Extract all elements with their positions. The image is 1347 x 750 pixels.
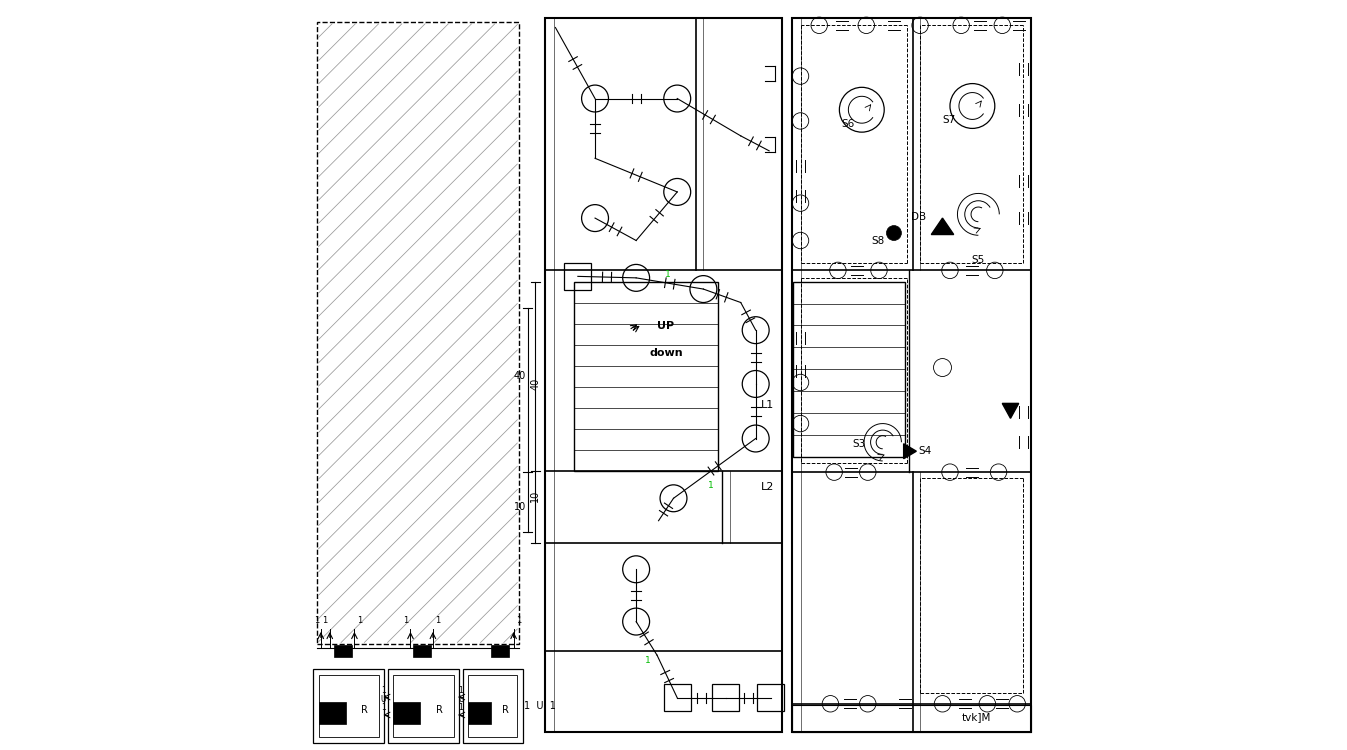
Text: S4: S4 — [919, 446, 932, 456]
Text: 1: 1 — [709, 481, 714, 490]
Polygon shape — [1002, 404, 1018, 418]
Text: 1: 1 — [458, 686, 463, 695]
Text: 1: 1 — [403, 616, 408, 626]
Text: UP: UP — [657, 322, 675, 332]
Text: R: R — [361, 705, 368, 715]
Text: 10: 10 — [515, 502, 527, 512]
Text: U: U — [380, 695, 387, 704]
Bar — [412, 645, 431, 657]
Bar — [393, 675, 454, 737]
Text: 40: 40 — [531, 378, 540, 390]
Bar — [564, 263, 591, 290]
Bar — [388, 670, 459, 742]
Circle shape — [886, 226, 901, 241]
Bar — [463, 670, 523, 742]
Text: 1: 1 — [381, 686, 385, 695]
Text: U: U — [458, 695, 463, 704]
Bar — [792, 704, 1030, 732]
Bar — [757, 684, 784, 711]
Text: R: R — [435, 705, 443, 715]
Bar — [664, 684, 691, 711]
Text: 1: 1 — [516, 616, 521, 626]
Bar — [467, 675, 517, 737]
Bar — [314, 670, 384, 742]
Text: S7: S7 — [943, 115, 956, 125]
Bar — [546, 18, 781, 732]
Text: 1: 1 — [322, 616, 327, 626]
Bar — [393, 701, 420, 724]
Text: 1: 1 — [314, 616, 319, 626]
Text: 1: 1 — [458, 703, 463, 712]
Text: tvk]M: tvk]M — [962, 712, 991, 722]
Polygon shape — [904, 444, 916, 459]
Bar — [574, 281, 718, 471]
Text: DB: DB — [911, 211, 925, 222]
Bar — [792, 18, 1030, 732]
Bar — [492, 645, 509, 657]
Bar — [467, 701, 490, 724]
Text: 40: 40 — [515, 371, 527, 381]
Text: 1: 1 — [644, 656, 651, 665]
Text: down: down — [649, 347, 683, 358]
Text: R: R — [502, 705, 509, 715]
Text: S8: S8 — [872, 236, 884, 245]
Text: 1  U  1: 1 U 1 — [524, 701, 556, 711]
Bar — [317, 22, 519, 644]
Bar — [793, 281, 905, 458]
Text: 1: 1 — [381, 703, 385, 712]
Bar — [334, 645, 352, 657]
Bar — [713, 684, 740, 711]
Bar — [319, 675, 379, 737]
Text: S5: S5 — [971, 256, 985, 266]
Text: 1: 1 — [357, 616, 362, 626]
Text: 1: 1 — [664, 270, 671, 279]
Text: L1: L1 — [761, 400, 775, 410]
Text: S6: S6 — [841, 118, 854, 129]
Text: 10: 10 — [531, 490, 540, 502]
Text: S3: S3 — [853, 439, 866, 448]
Polygon shape — [931, 218, 954, 235]
Bar — [319, 701, 346, 724]
Text: L2: L2 — [761, 482, 775, 492]
Text: 1: 1 — [435, 616, 440, 626]
